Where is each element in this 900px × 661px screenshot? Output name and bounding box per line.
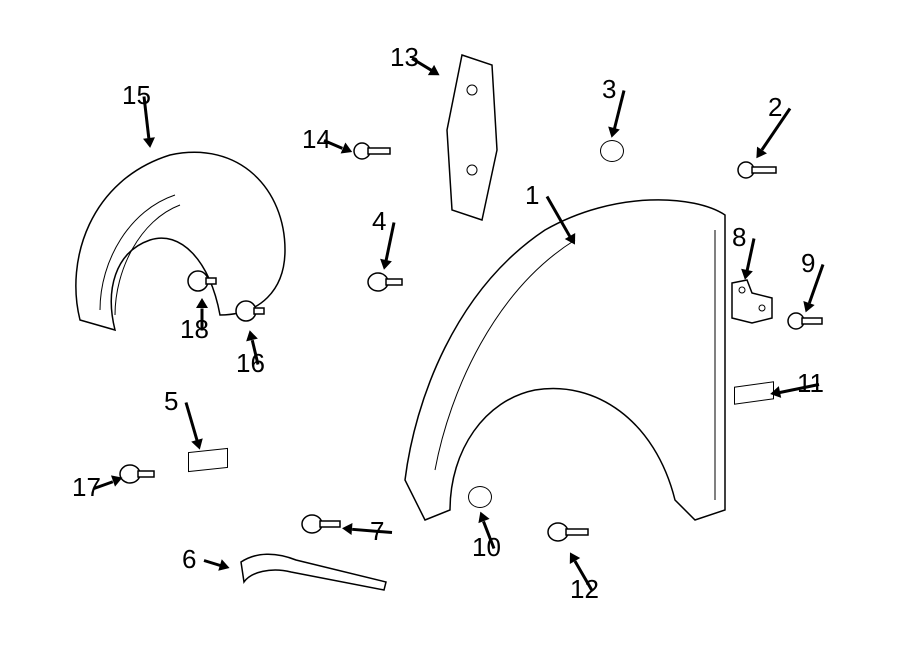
callout-label-9: 9: [801, 248, 815, 279]
callout-label-4: 4: [372, 206, 386, 237]
callout-label-13: 13: [390, 42, 419, 73]
part-u-nut-clip: [188, 448, 228, 472]
callout-label-15: 15: [122, 80, 151, 111]
callout-label-11: 11: [797, 368, 824, 399]
callout-label-18: 18: [180, 314, 209, 345]
callout-label-14: 14: [302, 124, 331, 155]
part-flange-nut: [468, 486, 492, 508]
part-bracket-bolt: [786, 310, 826, 332]
exploded-parts-diagram: 123456789101112131415161718: [0, 0, 900, 661]
part-push-clip-a: [234, 298, 268, 324]
part-push-clip-b: [186, 268, 220, 294]
part-push-rivet: [118, 462, 158, 486]
part-upper-mount-bracket: [722, 278, 778, 332]
callout-label-6: 6: [182, 544, 196, 575]
callout-label-17: 17: [72, 472, 101, 503]
part-spacer-plate: [734, 381, 774, 405]
callout-label-7: 7: [370, 516, 384, 547]
part-lower-brace: [236, 552, 396, 592]
part-upper-insulator: [442, 50, 502, 230]
callout-label-10: 10: [472, 532, 501, 563]
part-grommet: [600, 140, 624, 162]
callout-label-2: 2: [768, 92, 782, 123]
part-insulator-bolt: [352, 140, 394, 162]
part-washer-bolt: [366, 270, 406, 294]
part-flange-bolt: [300, 512, 344, 536]
callout-label-3: 3: [602, 74, 616, 105]
part-fender-panel: [395, 190, 735, 540]
part-hex-bolt: [736, 158, 780, 182]
callout-label-8: 8: [732, 222, 746, 253]
part-panel-bolt: [546, 520, 592, 544]
callout-label-5: 5: [164, 386, 178, 417]
callout-label-12: 12: [570, 574, 599, 605]
callout-label-16: 16: [236, 348, 265, 379]
callout-label-1: 1: [525, 180, 539, 211]
